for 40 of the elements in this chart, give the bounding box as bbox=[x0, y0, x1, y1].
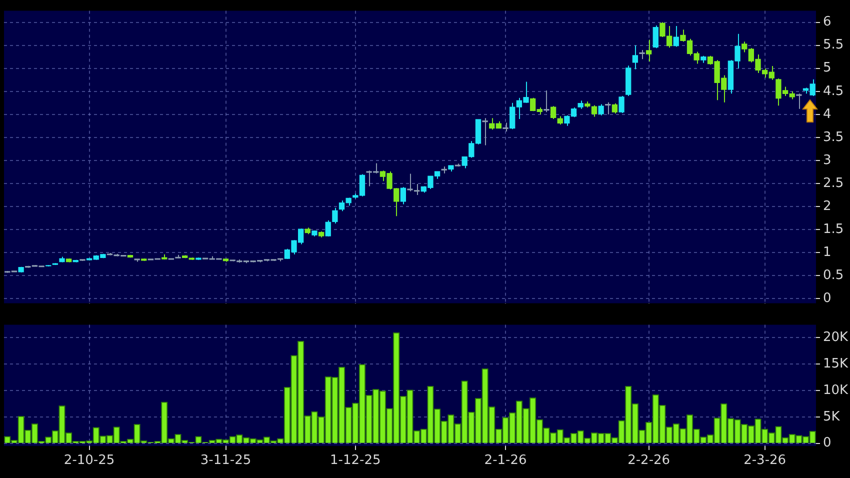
y-tick-label: 5 bbox=[823, 60, 832, 76]
candlestick bbox=[544, 90, 550, 113]
x-tick-label: 3-11-25 bbox=[200, 453, 252, 468]
x-tick-label: 2-2-26 bbox=[628, 453, 670, 468]
y-tick-label: 1 bbox=[823, 244, 832, 260]
candlestick bbox=[796, 93, 802, 110]
y-tick-label: 1.5 bbox=[823, 222, 844, 237]
y-tick-label: 3 bbox=[823, 152, 832, 168]
y-tick-label: 0 bbox=[823, 290, 832, 306]
candlestick bbox=[605, 102, 611, 115]
candlestick bbox=[400, 186, 406, 205]
y-tick-label: 6 bbox=[823, 14, 832, 30]
candlestick bbox=[332, 207, 338, 224]
x-tick-label: 2-1-26 bbox=[484, 453, 527, 468]
candlestick bbox=[325, 220, 331, 237]
candlestick bbox=[632, 44, 638, 70]
x-tick-label: 2-10-25 bbox=[64, 453, 115, 468]
candlestick bbox=[550, 106, 556, 120]
y-tick-label: 10K bbox=[823, 382, 849, 398]
y-tick-label: 0 bbox=[823, 436, 832, 451]
candlestick bbox=[598, 104, 604, 116]
y-tick-label: 2.5 bbox=[823, 176, 844, 191]
candlestick bbox=[652, 25, 658, 49]
y-tick-label: 0.5 bbox=[823, 268, 844, 283]
y-tick-label: 4.5 bbox=[823, 84, 844, 99]
candlestick bbox=[646, 39, 652, 62]
y-tick-label: 5.5 bbox=[823, 38, 844, 53]
x-tick-label: 1-12-25 bbox=[330, 453, 381, 468]
x-tick-label: 2-3-26 bbox=[744, 453, 786, 468]
candlestick bbox=[618, 95, 624, 114]
candlestick bbox=[673, 25, 679, 48]
y-tick-label: 4 bbox=[823, 106, 832, 122]
y-tick-label: 20K bbox=[823, 330, 849, 345]
candlestick bbox=[482, 118, 488, 146]
y-tick-label: 5K bbox=[823, 409, 840, 424]
y-tick-label: 3.5 bbox=[823, 130, 844, 145]
candlestick bbox=[639, 49, 645, 60]
y-tick-label: 2 bbox=[823, 198, 832, 214]
candlestick bbox=[612, 102, 618, 114]
y-tick-label: 15K bbox=[823, 356, 849, 372]
